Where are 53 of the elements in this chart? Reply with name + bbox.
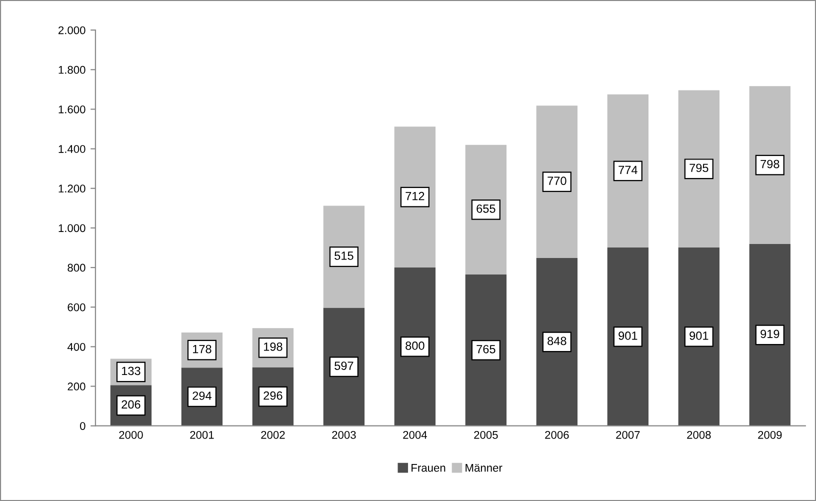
y-tick-label: 1.800 xyxy=(58,66,86,74)
y-tick-label: 1.400 xyxy=(58,145,86,153)
data-label: 848 xyxy=(548,336,566,346)
data-label: 770 xyxy=(548,176,566,186)
x-tick-label: 2009 xyxy=(758,431,782,439)
x-tick-label: 2005 xyxy=(474,431,498,439)
x-tick-label: 2008 xyxy=(687,431,711,439)
y-tick-label: 600 xyxy=(68,303,86,312)
data-label: 919 xyxy=(760,330,780,338)
data-label: 178 xyxy=(193,344,212,354)
bar xyxy=(749,86,790,244)
x-tick-label: 2002 xyxy=(261,431,285,439)
bar xyxy=(749,244,790,426)
data-label: 712 xyxy=(406,192,424,200)
data-label: 901 xyxy=(690,332,708,340)
data-label: 901 xyxy=(618,332,638,340)
data-label: 206 xyxy=(122,400,140,409)
bar xyxy=(394,268,436,426)
data-label: 774 xyxy=(618,166,638,174)
data-label: 798 xyxy=(760,160,780,168)
bar xyxy=(678,248,720,426)
bar xyxy=(607,248,648,426)
x-tick-label: 2000 xyxy=(119,431,143,439)
y-tick-label: 400 xyxy=(67,342,86,351)
data-label: 655 xyxy=(476,204,496,213)
legend-label: Frauen xyxy=(412,464,446,472)
bar xyxy=(465,274,507,426)
data-label: 800 xyxy=(406,342,424,350)
data-label: 795 xyxy=(690,164,708,172)
data-label: 198 xyxy=(264,342,282,351)
y-tick-label: 1.600 xyxy=(58,105,86,114)
x-tick-label: 2006 xyxy=(545,431,569,439)
bar xyxy=(323,308,365,426)
x-tick-label: 2001 xyxy=(190,431,214,439)
x-tick-label: 2004 xyxy=(403,431,427,439)
y-tick-label: 200 xyxy=(68,382,86,390)
data-label: 294 xyxy=(192,392,212,400)
y-tick-label: 0 xyxy=(80,422,86,430)
y-tick-label: 1.000 xyxy=(58,224,86,232)
x-tick-label: 2003 xyxy=(332,431,356,439)
x-tick-label: 2007 xyxy=(616,431,640,439)
data-label: 765 xyxy=(476,344,496,354)
data-label: 296 xyxy=(264,391,282,400)
bar xyxy=(465,144,507,274)
y-tick-label: 1.200 xyxy=(58,184,86,193)
y-tick-label: 800 xyxy=(68,264,86,272)
y-tick-label: 2.000 xyxy=(58,26,86,34)
data-label: 515 xyxy=(334,252,354,260)
data-label: 133 xyxy=(122,366,140,376)
bar xyxy=(678,90,720,248)
data-label: 597 xyxy=(334,362,354,370)
bar xyxy=(536,258,578,426)
legend-label: Männer xyxy=(466,464,502,472)
